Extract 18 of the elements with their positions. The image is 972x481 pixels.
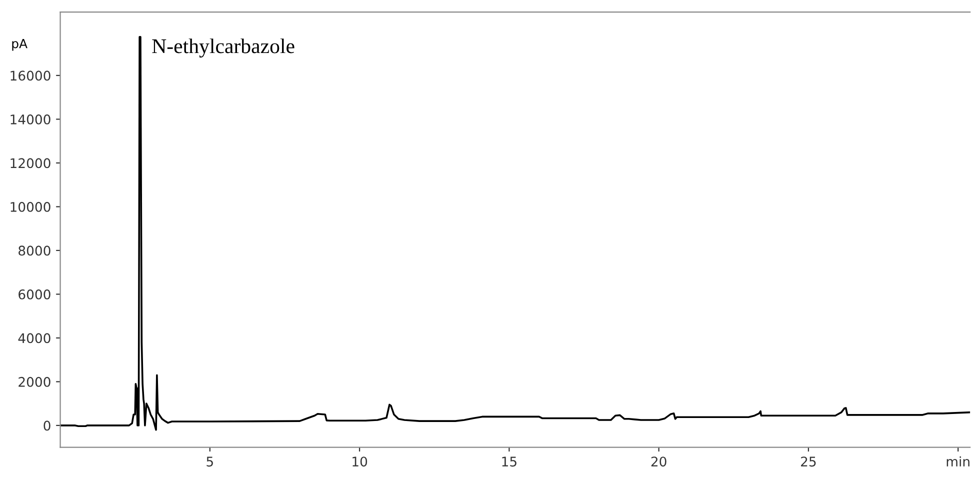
y-tick-label: 6000	[18, 289, 50, 300]
annotation: N-ethylcarbazole	[152, 38, 294, 58]
y-tick-label: 16000	[10, 70, 50, 81]
x-tick-label: 10	[352, 456, 368, 467]
x-tick-label: 15	[502, 456, 516, 467]
x-tick-label: 25	[801, 456, 816, 467]
x-tick-label: min	[946, 456, 970, 466]
y-tick-label: 4000	[18, 333, 50, 344]
y-tick-label: 10000	[10, 202, 50, 212]
line-series	[60, 36, 970, 431]
y-tick-label: 0	[44, 420, 50, 431]
y-tick-label: 12000	[10, 158, 50, 168]
y-tick-label: 2000	[18, 376, 50, 387]
y-tick-label: 8000	[18, 246, 50, 256]
x-tick-label: 20	[651, 456, 666, 467]
y-axis-title: pA	[12, 39, 28, 51]
y-tick-label: 14000	[10, 114, 50, 124]
x-tick-label: 5	[206, 456, 213, 467]
